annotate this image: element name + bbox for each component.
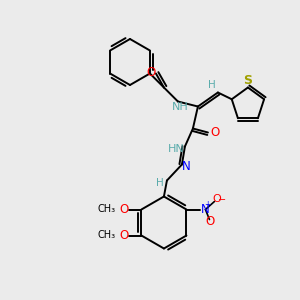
Text: O: O [210,126,220,139]
Text: H: H [208,80,216,89]
Text: O: O [212,194,221,205]
Text: CH₃: CH₃ [97,205,116,214]
Text: CH₃: CH₃ [97,230,116,241]
Text: O: O [120,203,129,216]
Text: O: O [206,215,215,228]
Text: +: + [204,200,211,209]
Text: N: N [182,160,190,173]
Text: O: O [120,229,129,242]
Text: S: S [243,74,252,87]
Text: −: − [218,194,226,205]
Text: NH: NH [172,101,188,112]
Text: H: H [156,178,164,188]
Text: O: O [146,66,155,79]
Text: HN: HN [167,145,184,154]
Text: N: N [201,203,210,216]
